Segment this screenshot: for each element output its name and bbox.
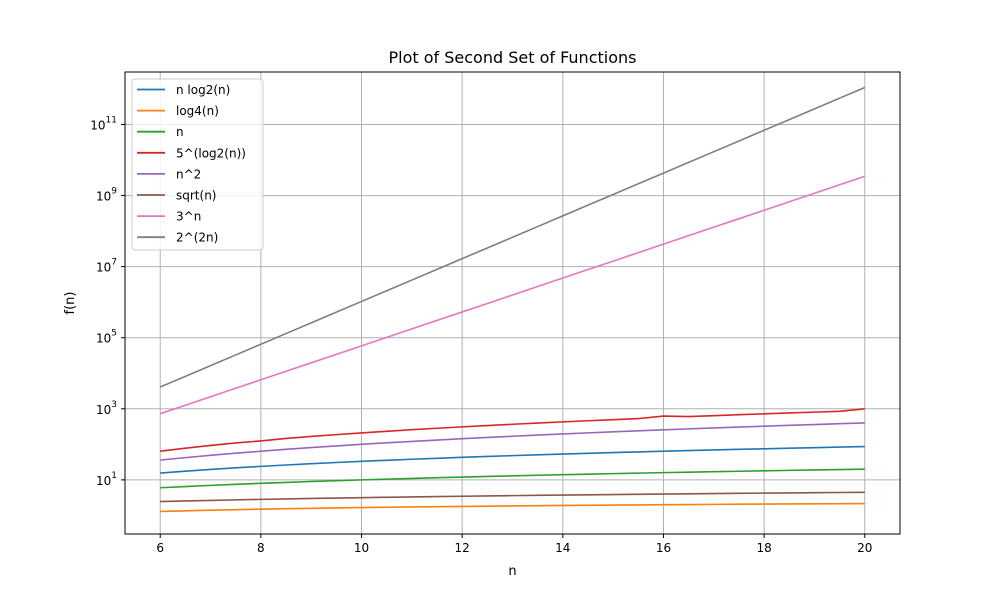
y-tick-base: 10 <box>96 474 111 488</box>
series-layer <box>159 86 866 513</box>
series-line <box>160 491 865 503</box>
y-tick-base: 10 <box>96 403 111 417</box>
legend-label: n^2 <box>176 167 201 181</box>
series-line <box>160 408 865 453</box>
x-tick-label: 6 <box>156 541 164 555</box>
y-tick-exponent: 3 <box>111 400 117 410</box>
legend-label: n <box>176 125 184 139</box>
y-tick-label: 105 <box>96 329 117 346</box>
legend-box <box>131 78 264 251</box>
x-tick-label: 18 <box>756 541 771 555</box>
plot-frame <box>124 71 901 535</box>
y-tick-exponent: 7 <box>111 258 117 268</box>
series-line <box>159 175 866 415</box>
y-tick-exponent: 11 <box>106 115 117 125</box>
y-tick-base: 10 <box>96 332 111 346</box>
y-tick-label: 103 <box>96 400 117 417</box>
series-line <box>160 422 865 461</box>
y-tick-label: 1011 <box>90 115 117 132</box>
x-tick-label: 10 <box>354 541 369 555</box>
series-line <box>160 468 865 489</box>
legend: n log2(n) log4(n) n 5^(log2(n)) n^2 sqrt(n) 3^… <box>131 78 264 251</box>
x-tick-label: 8 <box>257 541 265 555</box>
x-tick-label: 12 <box>455 541 470 555</box>
y-tick-label: 109 <box>96 187 117 204</box>
legend-label: sqrt(n) <box>176 189 216 203</box>
legend-label: n log2(n) <box>176 83 230 97</box>
y-tick-exponent: 9 <box>111 187 117 197</box>
series-line <box>160 445 865 474</box>
legend-label: log4(n) <box>176 104 219 118</box>
y-tick-exponent: 1 <box>111 471 117 481</box>
legend-label: 5^(log2(n)) <box>176 146 246 160</box>
grid-lines <box>125 72 900 534</box>
y-tick-base: 10 <box>96 261 111 275</box>
y-tick-exponent: 5 <box>111 329 117 339</box>
legend-label: 2^(2n) <box>176 231 218 245</box>
y-axis-label: f(n) <box>63 292 78 315</box>
y-tick-label: 101 <box>96 471 117 488</box>
y-tick-base: 10 <box>96 190 111 204</box>
legend-label: 3^n <box>176 210 201 224</box>
series-line <box>160 502 865 513</box>
x-tick-label: 20 <box>857 541 872 555</box>
x-axis-label: n <box>508 564 516 579</box>
series-line <box>159 86 866 388</box>
x-tick-label: 16 <box>656 541 671 555</box>
y-tick-base: 10 <box>90 118 105 132</box>
y-tick-label: 107 <box>96 258 117 275</box>
x-tick-label: 14 <box>555 541 570 555</box>
x-axis-ticks: 6 8 10 12 14 16 18 20 <box>156 534 872 555</box>
chart-title: Plot of Second Set of Functions <box>389 48 637 67</box>
